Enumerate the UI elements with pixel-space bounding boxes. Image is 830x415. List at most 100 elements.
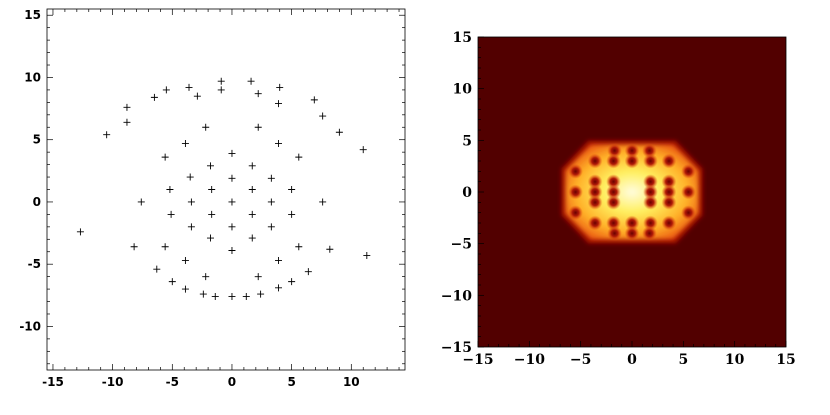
dark-spot [606, 174, 621, 190]
scatter-chart: -15 -10 -5 0 5 10 -10 -5 0 5 10 15 [19, 8, 406, 389]
data-point [275, 284, 283, 292]
data-point [211, 293, 219, 301]
data-point [275, 256, 283, 264]
y-tick-label: −10 [441, 288, 472, 304]
x-tick-label: 10 [343, 375, 360, 389]
data-point [123, 118, 131, 126]
dark-spot [568, 184, 583, 200]
x-tick-label: 10 [725, 352, 745, 368]
data-point [150, 93, 158, 101]
x-tick-label: 15 [776, 352, 795, 368]
dark-spot [587, 174, 603, 190]
data-point [167, 210, 175, 218]
data-point [123, 103, 131, 111]
data-point [247, 77, 255, 85]
y-tick-label: 5 [33, 133, 41, 147]
data-point [161, 243, 169, 251]
x-tick-label: −10 [514, 352, 545, 368]
x-tick-label: −15 [462, 352, 493, 368]
dark-spot [661, 184, 677, 200]
x-tick-label: 0 [627, 352, 637, 368]
data-point [319, 198, 327, 206]
y-tick-label: −15 [441, 340, 472, 356]
data-point [208, 186, 216, 193]
data-point [217, 77, 225, 85]
dark-spot [661, 174, 677, 190]
y-tick-label: −5 [451, 237, 472, 253]
data-point [206, 234, 214, 242]
data-point [181, 256, 189, 264]
data-point [217, 86, 225, 94]
data-point [228, 246, 236, 254]
dark-spot [624, 225, 640, 241]
data-point [186, 173, 194, 181]
heatmap-chart: −15 −10 −5 0 5 10 15 −15 −10 −5 0 5 10 15 [441, 30, 796, 368]
data-point [187, 198, 195, 206]
data-point [168, 278, 176, 286]
x-tick-label: -10 [102, 375, 124, 389]
data-point [267, 174, 275, 182]
dark-spot [587, 184, 603, 200]
data-point [76, 228, 84, 236]
dark-spot [624, 143, 640, 159]
x-tick-label: 0 [228, 375, 236, 389]
x-tick-label: 5 [287, 375, 295, 389]
data-point [181, 139, 189, 147]
dark-spot [624, 215, 640, 231]
data-point [254, 90, 262, 98]
dark-spot [643, 184, 658, 200]
data-point [254, 273, 262, 281]
y-tick-label: 0 [462, 185, 472, 201]
data-point [310, 96, 318, 104]
dark-spot [587, 194, 603, 210]
data-point [187, 223, 195, 231]
dark-spot [607, 225, 622, 241]
data-point [288, 210, 296, 218]
data-point [153, 265, 161, 273]
x-tick-label: 5 [678, 352, 688, 368]
dark-spot [643, 174, 658, 190]
data-point [257, 290, 265, 298]
data-point [181, 285, 189, 293]
data-point [193, 92, 201, 100]
data-point [228, 293, 236, 301]
data-point [103, 131, 111, 139]
dark-spot [642, 225, 657, 241]
y-tick-label: 15 [24, 8, 41, 22]
data-point [288, 278, 296, 286]
data-point [295, 243, 303, 251]
cluster-body [565, 144, 699, 240]
dark-spot [568, 205, 583, 221]
data-point [275, 100, 283, 108]
data-point [199, 290, 207, 298]
y-tick-label: 15 [453, 30, 472, 46]
y-tick-label: -5 [28, 257, 41, 271]
data-point [228, 198, 236, 206]
dark-spot [606, 194, 621, 210]
x-tick-label: -15 [42, 375, 64, 389]
y-tick-label: 10 [24, 70, 41, 84]
data-point [288, 186, 296, 193]
dark-spot [661, 194, 677, 210]
data-point [276, 83, 284, 91]
data-point [248, 234, 256, 242]
x-tick-label: -5 [166, 375, 179, 389]
y-tick-label: 5 [462, 133, 472, 149]
data-point [295, 153, 303, 161]
dark-spot [624, 153, 640, 169]
data-point [363, 251, 371, 259]
dark-spot [606, 184, 621, 200]
dark-spot [568, 163, 583, 179]
y-tick-label: -10 [19, 319, 41, 333]
data-point [161, 153, 169, 161]
data-point [228, 223, 236, 231]
dark-spot [681, 163, 696, 179]
data-point [267, 198, 275, 206]
data-point [242, 293, 250, 301]
data-point [304, 268, 312, 276]
data-point [359, 146, 367, 154]
data-point [228, 174, 236, 182]
data-point [326, 245, 334, 253]
data-point [275, 139, 283, 147]
